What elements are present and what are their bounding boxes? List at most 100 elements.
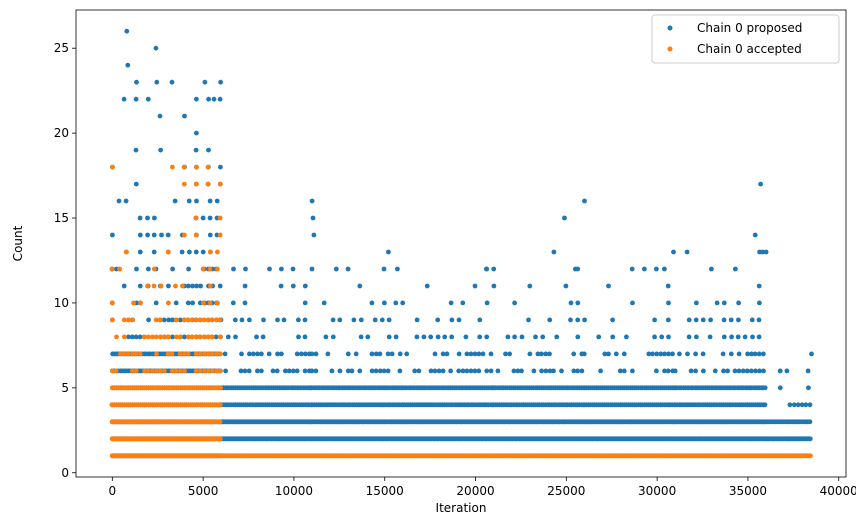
point bbox=[665, 317, 671, 323]
point bbox=[721, 334, 727, 340]
point bbox=[808, 453, 813, 459]
point bbox=[468, 351, 474, 357]
point bbox=[694, 300, 699, 306]
point bbox=[217, 215, 223, 221]
point bbox=[206, 351, 211, 357]
point bbox=[222, 351, 228, 357]
point bbox=[321, 300, 327, 306]
point bbox=[174, 334, 179, 340]
point bbox=[193, 351, 199, 357]
point bbox=[753, 368, 758, 374]
point bbox=[654, 351, 660, 357]
point bbox=[596, 334, 602, 340]
point bbox=[613, 351, 619, 357]
point bbox=[142, 368, 148, 374]
point bbox=[205, 368, 211, 374]
point bbox=[215, 300, 220, 306]
point bbox=[181, 351, 187, 357]
point bbox=[129, 368, 135, 374]
point bbox=[440, 368, 446, 374]
point bbox=[712, 368, 718, 374]
point bbox=[693, 317, 699, 323]
point bbox=[460, 368, 466, 374]
point bbox=[777, 368, 783, 374]
point bbox=[232, 317, 238, 323]
point bbox=[247, 351, 252, 357]
point bbox=[206, 334, 211, 340]
point bbox=[742, 334, 748, 340]
point bbox=[568, 300, 574, 306]
point bbox=[358, 334, 364, 340]
point bbox=[349, 368, 355, 374]
series-1 bbox=[109, 164, 813, 459]
point bbox=[138, 300, 143, 306]
point bbox=[217, 96, 223, 102]
point bbox=[210, 368, 215, 374]
point bbox=[650, 351, 655, 357]
point bbox=[762, 385, 768, 391]
point bbox=[662, 368, 667, 374]
point bbox=[165, 351, 171, 357]
point bbox=[484, 334, 490, 340]
point bbox=[652, 334, 657, 340]
point bbox=[621, 368, 627, 374]
point bbox=[330, 334, 336, 340]
point bbox=[456, 368, 462, 374]
point bbox=[662, 351, 667, 357]
point bbox=[214, 351, 219, 357]
point bbox=[230, 300, 236, 306]
point bbox=[152, 215, 157, 221]
point bbox=[701, 368, 706, 374]
point bbox=[357, 368, 363, 374]
point bbox=[373, 351, 379, 357]
point bbox=[166, 317, 172, 323]
x-tick-label: 35000 bbox=[729, 484, 767, 498]
point bbox=[185, 351, 191, 357]
point bbox=[137, 232, 143, 238]
point bbox=[207, 266, 213, 272]
point bbox=[207, 232, 213, 238]
point bbox=[205, 164, 211, 170]
point bbox=[286, 368, 292, 374]
point bbox=[540, 334, 546, 340]
point bbox=[621, 351, 627, 357]
point bbox=[379, 317, 385, 323]
point bbox=[435, 334, 441, 340]
point bbox=[512, 300, 517, 306]
point bbox=[169, 368, 175, 374]
point bbox=[194, 283, 200, 289]
point bbox=[225, 334, 231, 340]
point bbox=[330, 317, 336, 323]
point bbox=[472, 283, 478, 289]
point bbox=[736, 300, 741, 306]
point bbox=[512, 334, 517, 340]
point bbox=[725, 368, 730, 374]
point bbox=[278, 283, 284, 289]
point bbox=[395, 266, 400, 272]
y-tick-label: 20 bbox=[54, 126, 69, 140]
point bbox=[281, 317, 287, 323]
point bbox=[246, 368, 252, 374]
point bbox=[519, 334, 525, 340]
point bbox=[124, 249, 129, 255]
point bbox=[211, 96, 217, 102]
point bbox=[449, 334, 455, 340]
point bbox=[309, 351, 315, 357]
point bbox=[153, 300, 159, 306]
point bbox=[137, 215, 143, 221]
point bbox=[223, 368, 229, 374]
point bbox=[393, 300, 399, 306]
point bbox=[190, 283, 195, 289]
point bbox=[416, 368, 422, 374]
point bbox=[113, 368, 119, 374]
point bbox=[665, 368, 671, 374]
point bbox=[505, 334, 511, 340]
point bbox=[193, 232, 199, 238]
point bbox=[309, 368, 315, 374]
point bbox=[217, 419, 223, 425]
point bbox=[554, 334, 560, 340]
point bbox=[110, 164, 115, 170]
point bbox=[242, 300, 248, 306]
point bbox=[575, 368, 580, 374]
point bbox=[353, 351, 359, 357]
